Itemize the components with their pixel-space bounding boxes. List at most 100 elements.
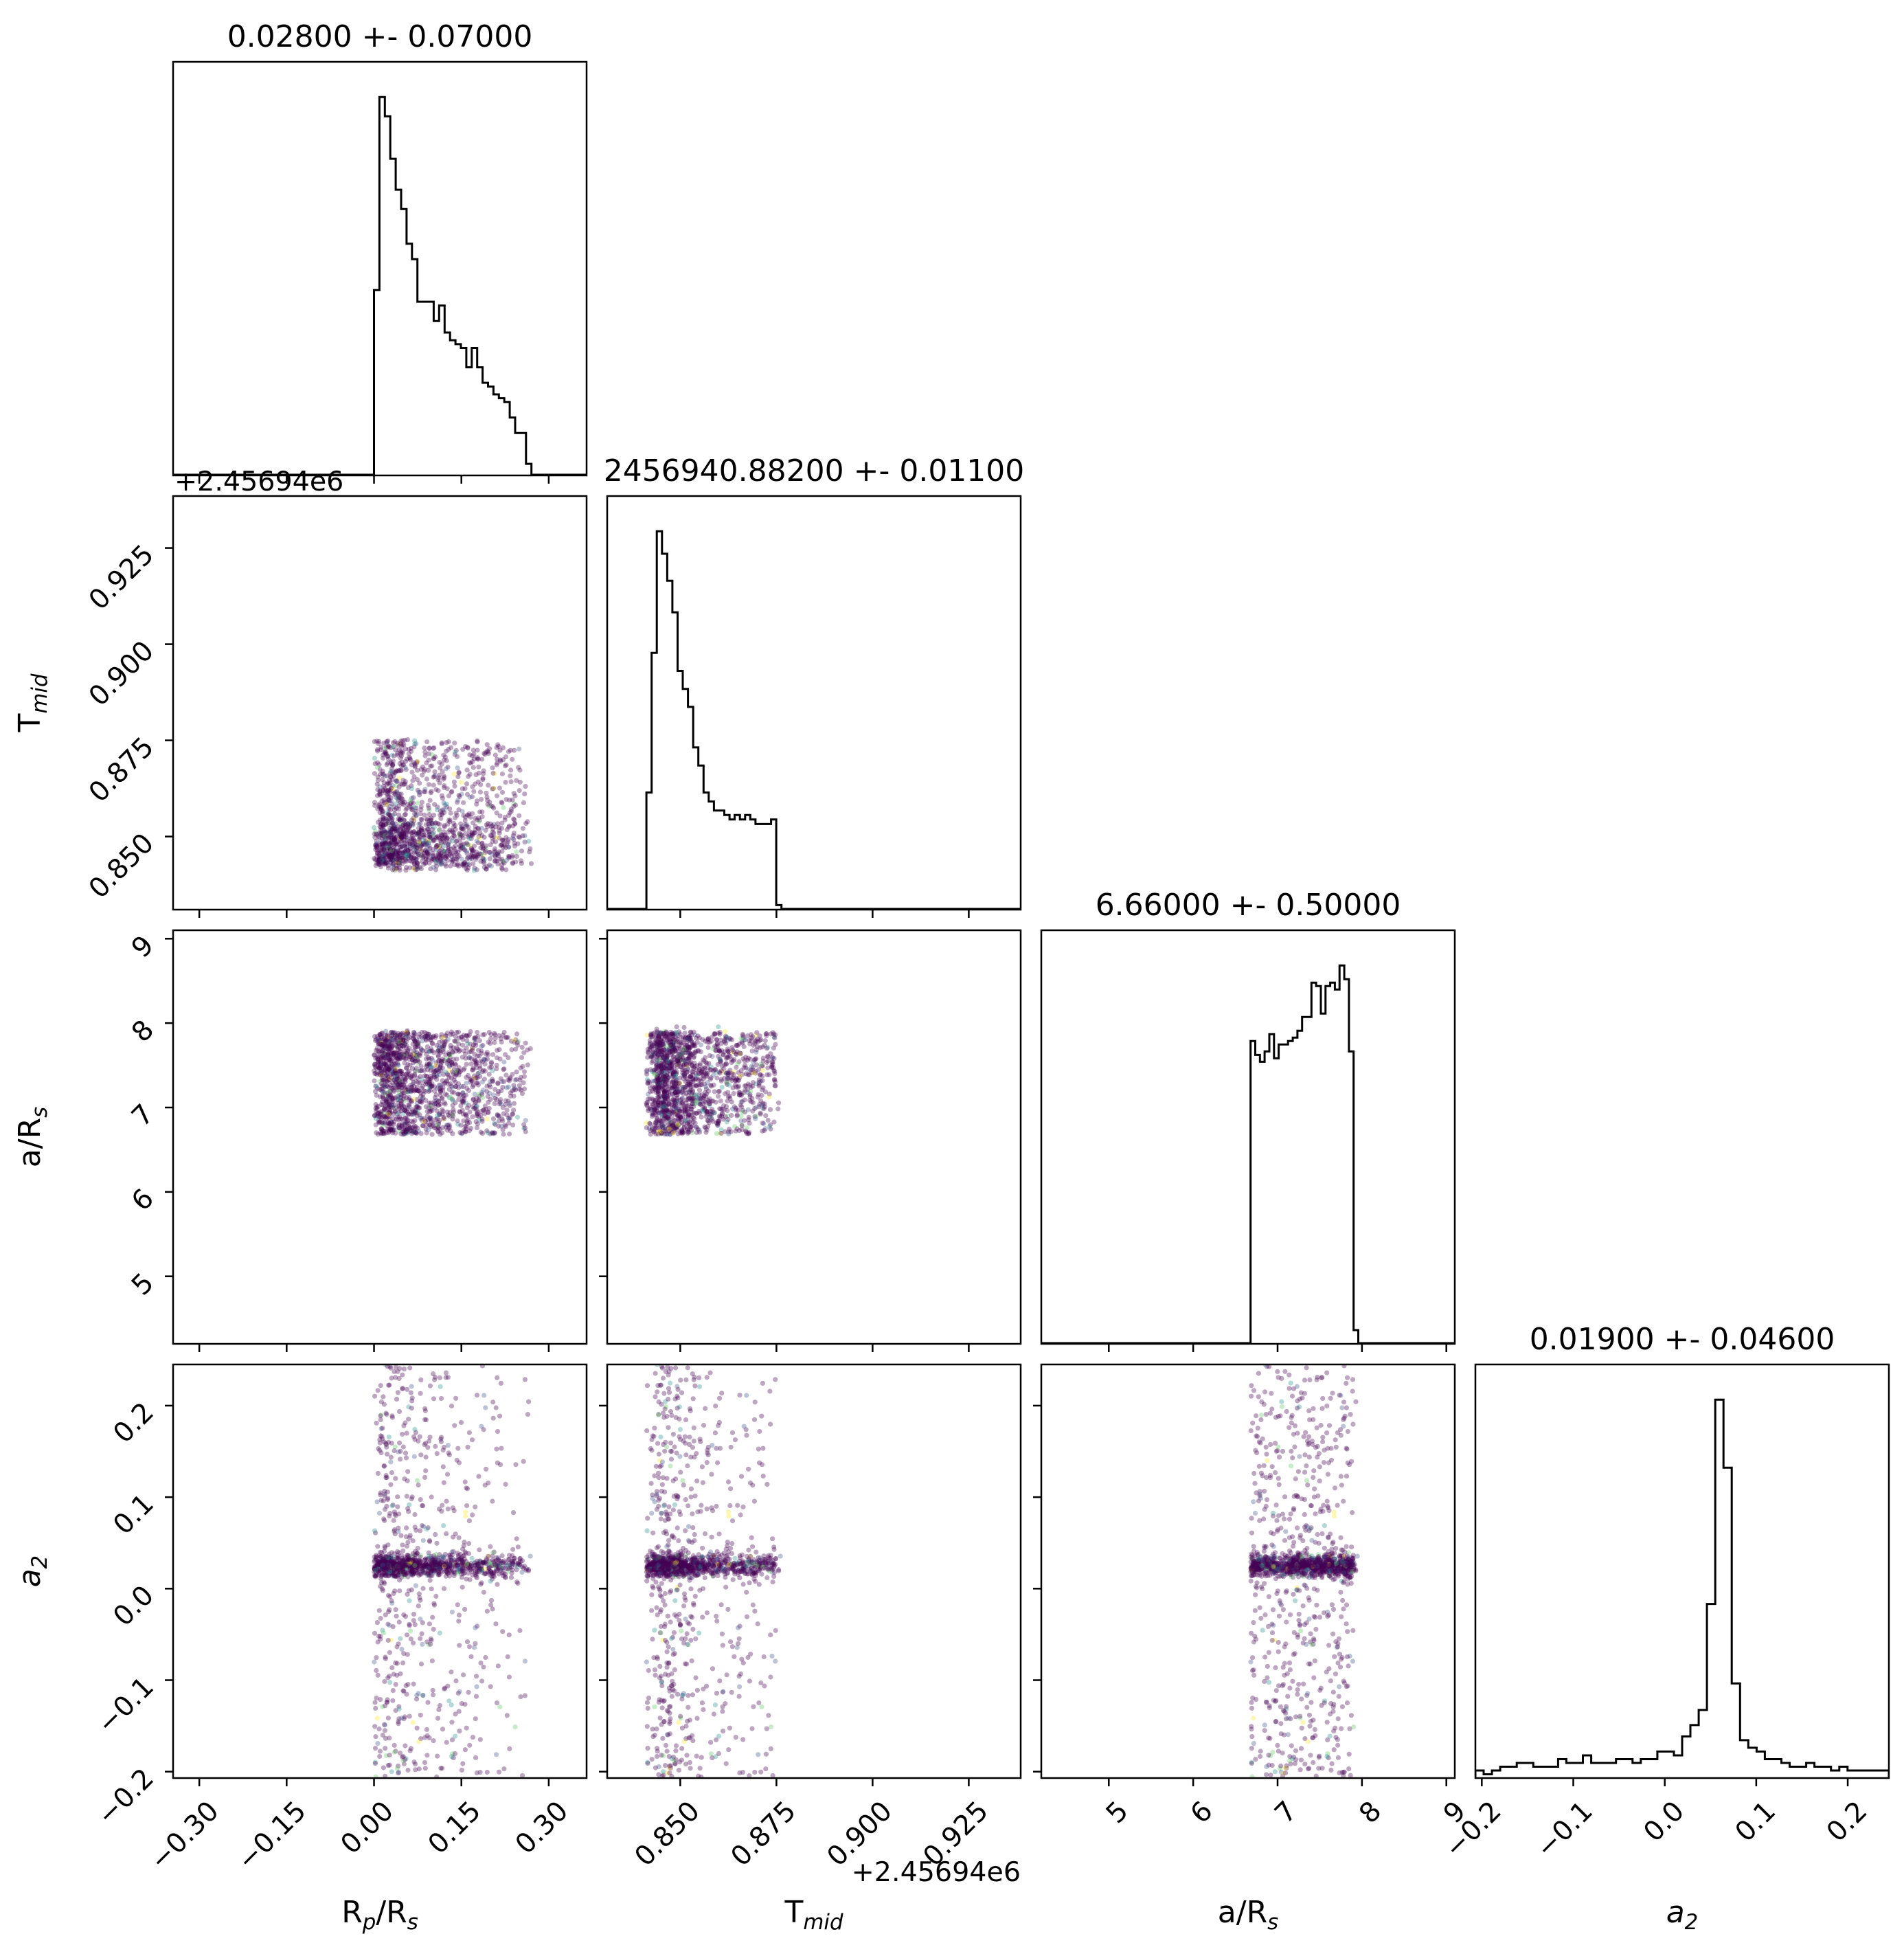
scatter-point [387, 1094, 393, 1100]
scatter-point [400, 782, 405, 787]
scatter-point [494, 835, 500, 841]
scatter-point [411, 1029, 417, 1035]
scatter-point [461, 813, 466, 818]
scatter-point [380, 1048, 385, 1054]
scatter-point [527, 849, 532, 855]
scatter-point [456, 792, 462, 798]
scatter-point [660, 1109, 666, 1114]
scatter-point [474, 867, 479, 873]
scatter-point [415, 1110, 420, 1116]
scatter-point [767, 1124, 773, 1129]
scatter-point [473, 1035, 478, 1040]
scatter-point [506, 1077, 511, 1083]
scatter-point [392, 836, 398, 842]
scatter-point [521, 800, 527, 805]
scatter-point [383, 829, 388, 835]
scatter-point [405, 827, 411, 833]
scatter-point [506, 853, 512, 859]
scatter-point [385, 1076, 390, 1081]
scatter-point [506, 844, 512, 850]
scatter-point [708, 1075, 714, 1081]
scatter-point [528, 846, 533, 851]
scatter-point [400, 778, 406, 783]
scatter-point [387, 774, 393, 779]
scatter-point [658, 1063, 664, 1068]
scatter-point [386, 1055, 392, 1061]
scatter-point [399, 1068, 405, 1074]
scatter-point [414, 862, 420, 868]
scatter-point [661, 1078, 666, 1083]
scatter-point [740, 1109, 745, 1115]
scatter-point [433, 835, 439, 840]
scatter-point [470, 854, 475, 859]
scatter-point [495, 1080, 501, 1086]
scatter-point [471, 868, 477, 873]
scatter-point [411, 866, 416, 872]
scatter-point [424, 1130, 429, 1136]
scatter-point [672, 1101, 679, 1106]
scatter-point [491, 830, 497, 836]
scatter-point [396, 855, 402, 860]
scatter-point [393, 867, 398, 873]
scatter-point [400, 834, 405, 840]
scatter-point [506, 1084, 512, 1090]
scatter-point [412, 1038, 418, 1044]
scatter-point [388, 745, 394, 751]
scatter-point [435, 1125, 441, 1130]
scatter-point [387, 857, 392, 863]
scatter-point [432, 1069, 438, 1075]
scatter-point [401, 1055, 407, 1061]
scatter-point [438, 808, 444, 814]
scatter-point [424, 1056, 429, 1061]
scatter-point [476, 826, 481, 831]
scatter-point [431, 1074, 437, 1079]
scatter-point [416, 842, 421, 848]
scatter-point [431, 838, 436, 844]
scatter-point [451, 1057, 456, 1062]
scatter-point [483, 1057, 488, 1063]
scatter-point [392, 1068, 398, 1074]
scatter-point [668, 1052, 674, 1057]
scatter-point [378, 831, 384, 837]
scatter-point [392, 1109, 398, 1114]
scatter-point [427, 834, 433, 840]
scatter-point [711, 1082, 716, 1088]
scatter-point [402, 1086, 408, 1091]
scatter-point [510, 1088, 515, 1094]
scatter-point [723, 1056, 729, 1061]
scatter-point [429, 821, 435, 827]
scatter-point [436, 852, 442, 857]
scatter-point [413, 831, 418, 837]
scatter-point [484, 866, 489, 872]
scatter-point [437, 1057, 442, 1063]
scatter-point [478, 1129, 484, 1135]
scatter-point [419, 826, 424, 831]
scatter-point [453, 1068, 459, 1074]
scatter-point [375, 1672, 381, 1678]
scatter-point [387, 854, 392, 859]
scatter-point [378, 1057, 384, 1063]
scatter-point [508, 747, 513, 753]
scatter-point [453, 1100, 458, 1105]
scatter-point [394, 1077, 400, 1082]
scatter-point [421, 862, 427, 867]
scatter-point [656, 1064, 662, 1069]
scatter-point [407, 829, 413, 834]
scatter-point [488, 1097, 493, 1102]
scatter-point [388, 816, 394, 821]
scatter-point [395, 1056, 401, 1061]
scatter-point [399, 839, 405, 845]
scatter-point [398, 833, 405, 838]
scatter-point [377, 767, 383, 772]
scatter-point [394, 863, 399, 868]
scatter-point [376, 1059, 381, 1065]
scatter-point [401, 1103, 407, 1109]
scatter-point [435, 788, 441, 794]
scatter-point [377, 841, 383, 846]
scatter-point [427, 846, 433, 851]
scatter-point [440, 1107, 445, 1112]
scatter-point [424, 776, 430, 782]
scatter-point [684, 1076, 690, 1081]
scatter-point [727, 1035, 732, 1041]
scatter-point [718, 1130, 724, 1136]
